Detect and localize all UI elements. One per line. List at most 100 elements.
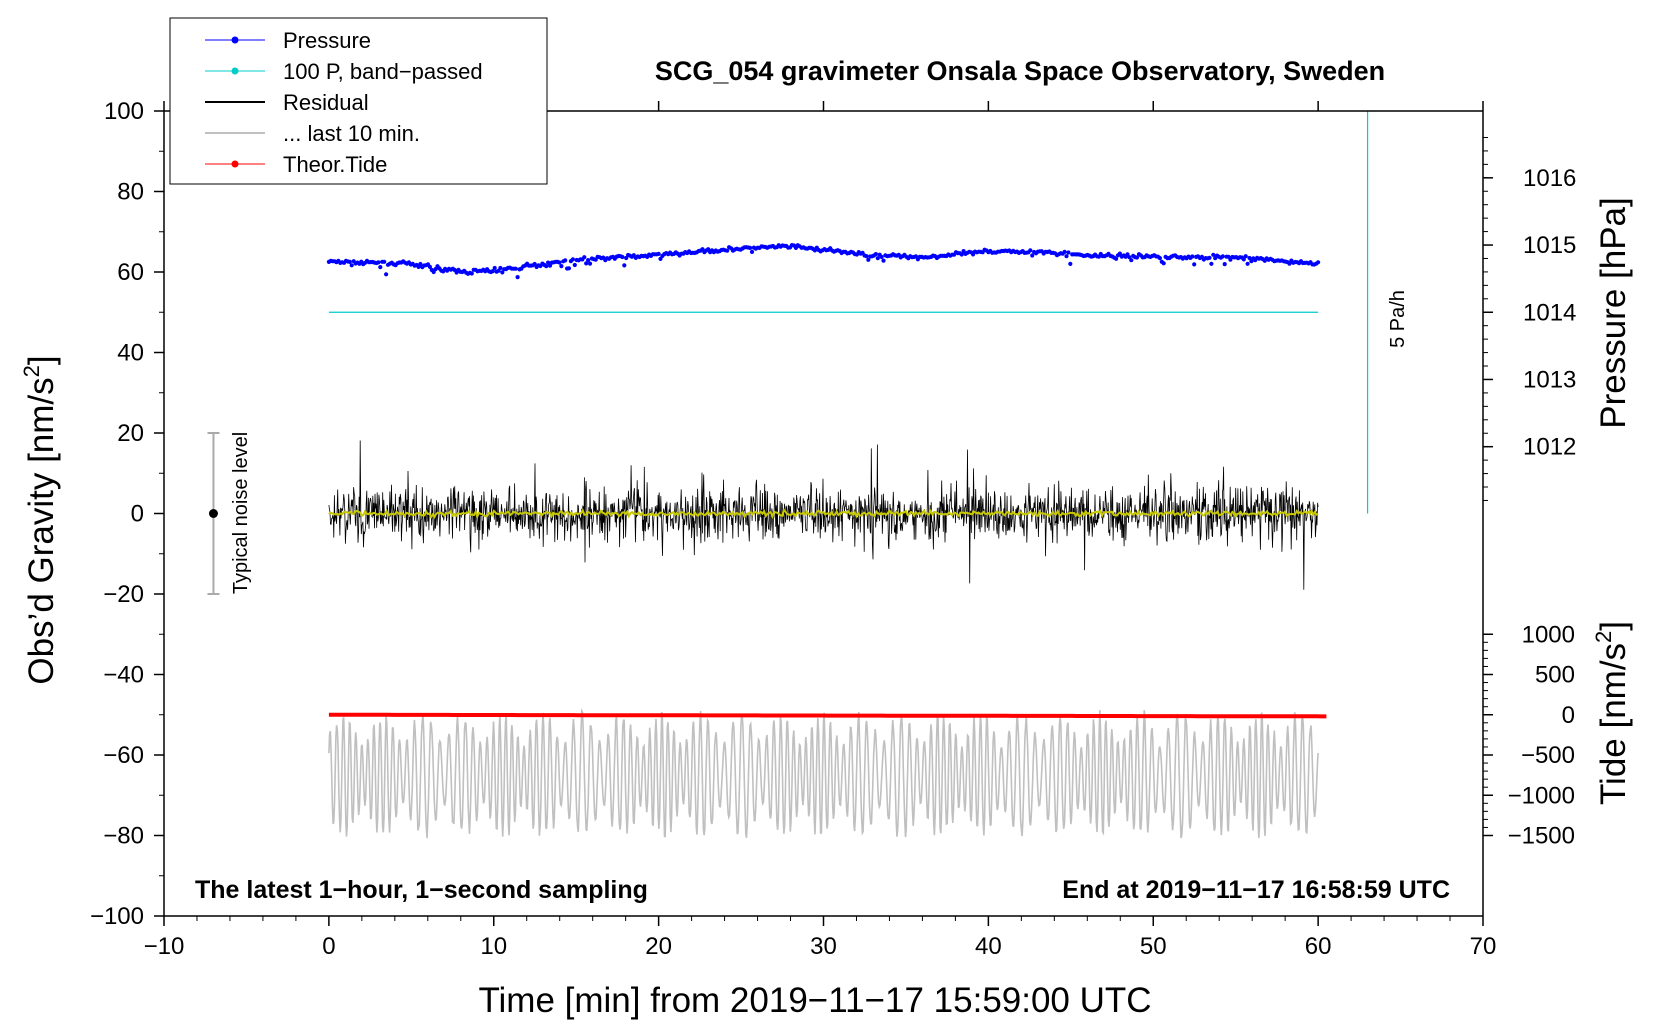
annotation-sampling: The latest 1−hour, 1−second sampling bbox=[195, 876, 648, 904]
pressure-point bbox=[1127, 255, 1132, 260]
pressure-point bbox=[469, 271, 474, 276]
pressure-point bbox=[1192, 262, 1197, 267]
pressure-point bbox=[582, 255, 587, 260]
legend: Pressure 100 P, band−passed Residual ...… bbox=[169, 17, 548, 185]
pressure-point bbox=[879, 254, 884, 259]
pressure-point bbox=[1028, 248, 1033, 253]
x-tick-label: 30 bbox=[810, 933, 837, 960]
residual-line bbox=[328, 440, 1319, 590]
pressure-point bbox=[1068, 261, 1073, 266]
pressure-point bbox=[725, 248, 730, 253]
y-tick-label: −80 bbox=[103, 823, 144, 850]
pressure-point bbox=[1066, 250, 1071, 255]
pressure-point bbox=[349, 263, 354, 268]
x-axis-label: Time [min] from 2019−11−17 15:59:00 UTC bbox=[478, 981, 1151, 1020]
pressure-point bbox=[572, 262, 577, 268]
pressure-point bbox=[1117, 251, 1122, 256]
pressure-point bbox=[881, 258, 886, 263]
pressure-point bbox=[1157, 256, 1162, 261]
pressure-point bbox=[544, 264, 549, 269]
pressure-point bbox=[563, 258, 568, 263]
y-tick-label: 100 bbox=[104, 98, 144, 125]
pressure-point bbox=[500, 270, 505, 275]
y-tick-label: 20 bbox=[117, 420, 144, 447]
y-tick-label: −20 bbox=[103, 581, 144, 608]
pressure-point bbox=[1190, 254, 1195, 259]
chart-title: SCG_054 gravimeter Onsala Space Observat… bbox=[655, 56, 1385, 86]
x-tick-label: 60 bbox=[1305, 933, 1332, 960]
tide-tick-label: −1000 bbox=[1508, 782, 1575, 809]
pressure-point bbox=[875, 256, 880, 261]
pressure-point bbox=[700, 247, 705, 252]
pressure-tick-label: 1013 bbox=[1523, 366, 1576, 393]
pressure-point bbox=[515, 275, 520, 280]
pressure-point bbox=[382, 259, 387, 264]
y-tick-label: −60 bbox=[103, 742, 144, 769]
pressure-point bbox=[1247, 255, 1252, 261]
pressure-point bbox=[1114, 256, 1119, 261]
pressure-point bbox=[418, 261, 423, 267]
x-tick-label: 50 bbox=[1140, 933, 1167, 960]
pressure-point bbox=[749, 249, 755, 254]
y-tick-label: −100 bbox=[90, 903, 144, 930]
pressure-point bbox=[748, 245, 753, 250]
y-tick-label: −40 bbox=[103, 662, 144, 689]
noise-bar-center-dot bbox=[208, 509, 218, 518]
pressure-point bbox=[513, 266, 518, 271]
pressure-tick-label: 1014 bbox=[1523, 299, 1576, 326]
residual-smoothed-line bbox=[328, 507, 1319, 520]
legend-bandpassed-dot bbox=[231, 67, 239, 75]
pressure-point bbox=[546, 260, 551, 265]
x-tick-label: 40 bbox=[975, 933, 1002, 960]
last-10-min-line bbox=[328, 708, 1319, 839]
text-layer: SCG_054 gravimeter Onsala Space Observat… bbox=[19, 56, 1633, 1020]
x-tick-label: 70 bbox=[1470, 933, 1497, 960]
pressure-point bbox=[1220, 254, 1225, 259]
pressure-point bbox=[492, 265, 497, 271]
pressure-point bbox=[1129, 258, 1134, 263]
legend-tide-label: Theor.Tide bbox=[283, 152, 387, 177]
pressure-point bbox=[427, 264, 432, 269]
pressure-point bbox=[866, 257, 871, 262]
pressure-tick-label: 1012 bbox=[1523, 434, 1576, 461]
pressure-point bbox=[376, 260, 381, 265]
legend-pressure-label: Pressure bbox=[283, 28, 371, 53]
theoretical-tide-line bbox=[328, 712, 1327, 719]
pressure-point bbox=[570, 257, 576, 262]
pressure-point bbox=[1245, 261, 1250, 266]
tide-tick-label: 500 bbox=[1535, 662, 1575, 689]
pressure-point bbox=[873, 252, 879, 257]
pressure-point bbox=[624, 255, 629, 261]
pressure-point bbox=[864, 254, 869, 259]
pressure-point bbox=[1161, 261, 1166, 266]
pressure-point bbox=[557, 260, 562, 265]
legend-bandpassed-label: 100 P, band−passed bbox=[283, 59, 483, 84]
pressure-point bbox=[1207, 255, 1212, 260]
y-axis-label-tide: Tide [nm/s2] bbox=[1591, 621, 1633, 805]
y-axis-label-left: Obs’d Gravity [nm/s2] bbox=[19, 355, 61, 684]
pressure-point bbox=[622, 263, 627, 268]
y-tick-label: 40 bbox=[117, 340, 144, 367]
pressure-series bbox=[326, 243, 1321, 280]
tide-tick-label: 1000 bbox=[1522, 621, 1575, 648]
pressure-point bbox=[656, 251, 661, 256]
pressure-point bbox=[586, 258, 591, 263]
x-tick-label: 0 bbox=[322, 933, 335, 960]
tide-tick-label: −500 bbox=[1521, 742, 1575, 769]
pressure-point bbox=[566, 266, 572, 271]
legend-residual-label: Residual bbox=[283, 90, 369, 115]
y-tick-label: 0 bbox=[131, 501, 144, 528]
y-axis-label-pressure: Pressure [hPa] bbox=[1594, 197, 1633, 429]
pressure-tick-label: 1015 bbox=[1523, 232, 1576, 259]
pressure-point bbox=[1222, 262, 1227, 267]
pressure-point bbox=[620, 254, 625, 260]
y-tick-label: 60 bbox=[117, 259, 144, 286]
pressure-point bbox=[559, 264, 564, 269]
pressure-point bbox=[347, 259, 352, 264]
pressure-point bbox=[384, 272, 389, 277]
pressure-point bbox=[1062, 249, 1067, 254]
pressure-point bbox=[587, 261, 593, 266]
pressure-point bbox=[490, 269, 495, 274]
y-tick-label: 80 bbox=[117, 179, 144, 206]
